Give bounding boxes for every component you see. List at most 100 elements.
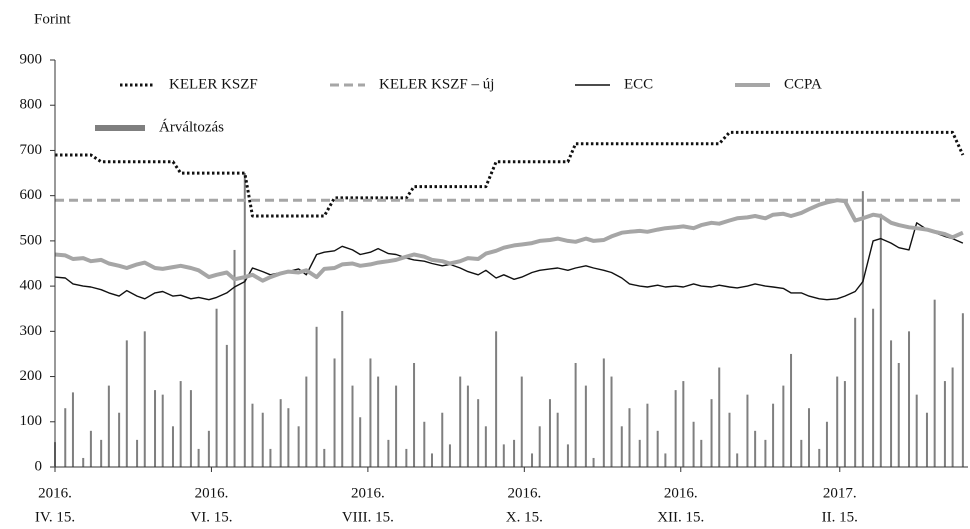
bar bbox=[718, 367, 721, 467]
bar bbox=[908, 331, 911, 467]
bar bbox=[243, 173, 246, 468]
bar bbox=[854, 317, 857, 467]
bar bbox=[943, 381, 946, 467]
bar bbox=[584, 385, 587, 467]
bar bbox=[574, 362, 577, 467]
y-tick-label: 0 bbox=[35, 458, 43, 474]
bar bbox=[736, 453, 739, 467]
bar bbox=[495, 331, 498, 467]
bar bbox=[261, 412, 264, 467]
bar bbox=[171, 426, 174, 467]
x-tick-label: II. 15. bbox=[822, 509, 858, 525]
bar bbox=[395, 385, 398, 467]
x-tick-label: VIII. 15. bbox=[342, 509, 394, 525]
bar bbox=[513, 439, 516, 467]
legend-label: KELER KSZF – új bbox=[379, 76, 494, 92]
bar bbox=[818, 448, 821, 467]
bar bbox=[197, 448, 200, 467]
x-tick-label: VI. 15. bbox=[190, 509, 232, 525]
bar bbox=[520, 376, 523, 467]
legend-label: CCPA bbox=[784, 76, 822, 92]
bar bbox=[915, 394, 918, 467]
bar bbox=[782, 385, 785, 467]
bar bbox=[628, 408, 631, 467]
bar bbox=[233, 249, 236, 467]
bar bbox=[682, 381, 685, 467]
bar bbox=[351, 385, 354, 467]
bar bbox=[710, 399, 713, 467]
bar bbox=[323, 448, 326, 467]
bar bbox=[700, 439, 703, 467]
bar bbox=[189, 390, 192, 467]
y-tick-label: 100 bbox=[20, 413, 43, 429]
bar bbox=[620, 426, 623, 467]
bar bbox=[638, 439, 641, 467]
bar bbox=[107, 385, 110, 467]
x-tick-label: 2016. bbox=[507, 485, 541, 501]
bar bbox=[692, 421, 695, 467]
bar bbox=[728, 412, 731, 467]
bar bbox=[664, 453, 667, 467]
bar bbox=[161, 394, 164, 467]
bar bbox=[566, 444, 569, 467]
y-tick-label: 500 bbox=[20, 232, 43, 248]
bar bbox=[925, 412, 928, 467]
line-solid bbox=[54, 222, 964, 301]
y-tick-label: 400 bbox=[20, 278, 43, 294]
line-thick bbox=[54, 198, 964, 283]
bar bbox=[556, 412, 559, 467]
bar bbox=[441, 412, 444, 467]
bar bbox=[531, 453, 534, 467]
bar bbox=[143, 331, 146, 467]
bar bbox=[872, 308, 875, 467]
bar bbox=[269, 448, 272, 467]
x-tick-label: XII. 15. bbox=[657, 509, 704, 525]
bar bbox=[807, 408, 810, 467]
bar bbox=[207, 430, 210, 467]
bar bbox=[764, 439, 767, 467]
y-tick-label: 200 bbox=[20, 368, 43, 384]
bar bbox=[843, 381, 846, 467]
bar bbox=[251, 403, 254, 467]
legend-label: ECC bbox=[624, 76, 653, 92]
bar bbox=[297, 426, 300, 467]
bar bbox=[538, 426, 541, 467]
bar bbox=[89, 430, 92, 467]
bar bbox=[82, 457, 85, 467]
bar bbox=[861, 191, 864, 467]
bar bbox=[387, 439, 390, 467]
bar bbox=[466, 385, 469, 467]
x-tick-label: 2017. bbox=[823, 485, 857, 501]
bar bbox=[484, 426, 487, 467]
bar bbox=[772, 403, 775, 467]
x-tick-label: X. 15. bbox=[506, 509, 543, 525]
bar bbox=[610, 376, 613, 467]
bar bbox=[674, 390, 677, 467]
y-tick-label: 700 bbox=[20, 142, 43, 158]
bar bbox=[125, 340, 128, 467]
bar bbox=[413, 362, 416, 467]
y-tick-label: 600 bbox=[20, 187, 43, 203]
bar bbox=[118, 412, 121, 467]
bar bbox=[136, 439, 139, 467]
bar bbox=[933, 299, 936, 467]
bar bbox=[592, 457, 595, 467]
bar bbox=[341, 310, 344, 467]
x-tick-label: 2016. bbox=[195, 485, 229, 501]
bar bbox=[746, 394, 749, 467]
legend-label: Árváltozás bbox=[159, 118, 224, 135]
bar bbox=[405, 448, 408, 467]
bar bbox=[215, 308, 218, 467]
bar bbox=[897, 362, 900, 467]
bar bbox=[71, 392, 74, 467]
bar bbox=[333, 358, 336, 467]
bar bbox=[502, 444, 505, 467]
bar bbox=[459, 376, 462, 467]
x-tick-label: 2016. bbox=[664, 485, 698, 501]
bar bbox=[179, 381, 182, 467]
legend-swatch bbox=[95, 125, 145, 131]
line-dotted bbox=[55, 130, 965, 218]
bar bbox=[951, 367, 954, 467]
bar bbox=[315, 326, 318, 467]
